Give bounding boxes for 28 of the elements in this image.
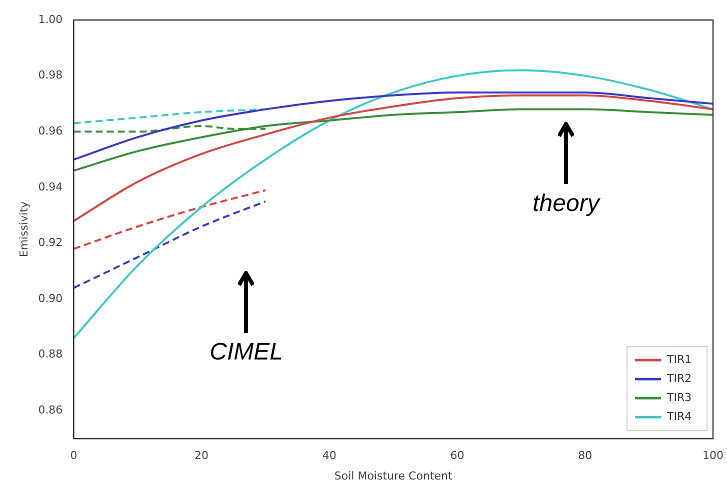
- x-tick-label: 20: [194, 449, 209, 462]
- y-tick-label: 0.90: [38, 292, 63, 305]
- x-axis-title: Soil Moisture Content: [334, 469, 453, 482]
- x-tick-label: 80: [578, 449, 592, 462]
- line-series: [74, 69, 713, 340]
- y-tick-label: 0.92: [38, 236, 63, 250]
- y-tick-label: 0.96: [38, 124, 63, 138]
- x-tick-label: 40: [322, 449, 336, 462]
- line-series: [74, 108, 713, 172]
- y-tick-label: 0.98: [38, 68, 63, 82]
- legend-label: TIR2: [666, 372, 692, 385]
- x-tick-label: 0: [70, 449, 78, 462]
- x-tick-label: 100: [702, 449, 724, 462]
- annotation: theory: [532, 190, 602, 217]
- y-tick-label: 0.88: [38, 348, 63, 361]
- legend-label: TIR4: [666, 410, 692, 423]
- line-series: [74, 92, 713, 161]
- y-tick-label: 1.00: [38, 12, 63, 26]
- y-tick-label: 0.86: [38, 404, 63, 417]
- legend-label: TIR1: [666, 352, 692, 366]
- annotation: CIMEL: [210, 338, 283, 366]
- line-series: [74, 189, 266, 250]
- line-series: [74, 94, 713, 222]
- y-axis-title: Emissivity: [17, 201, 30, 258]
- legend-label: TIR3: [666, 390, 692, 404]
- x-tick-label: 60: [450, 449, 464, 462]
- line-series: [74, 200, 266, 289]
- y-tick-label: 0.94: [38, 180, 63, 194]
